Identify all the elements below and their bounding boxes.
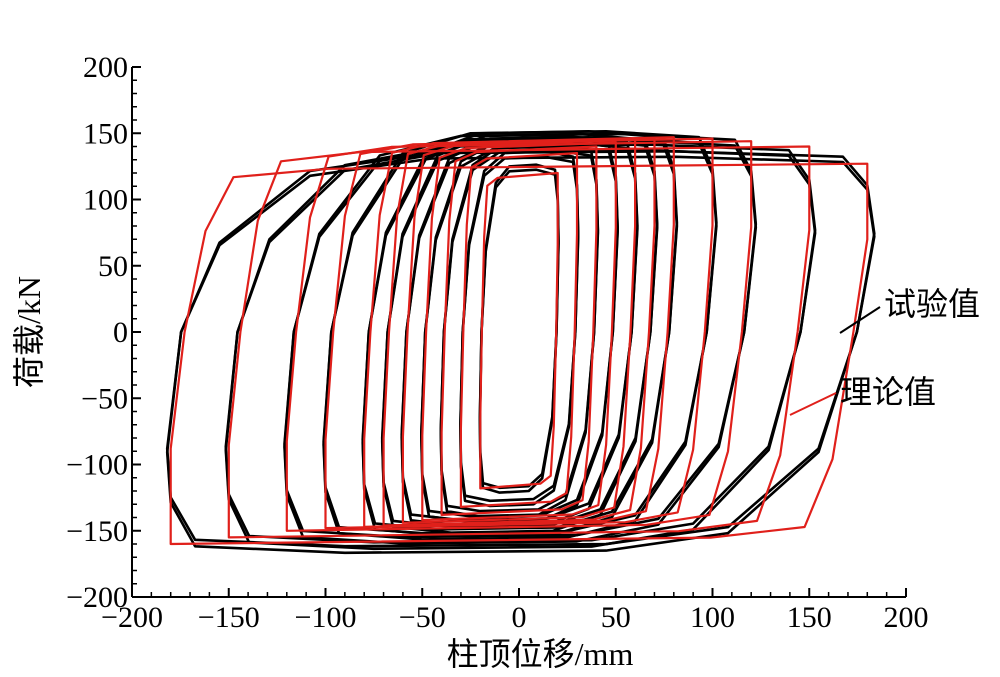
legend-leader-test bbox=[839, 306, 881, 334]
theory-loop bbox=[401, 138, 637, 524]
y-tick-label: −200 bbox=[66, 581, 128, 614]
y-tick-label: 200 bbox=[83, 51, 128, 84]
theory-loop bbox=[479, 171, 559, 490]
y-tick-label: 0 bbox=[113, 316, 128, 349]
x-tick-label: −150 bbox=[198, 601, 260, 634]
x-tick-label: 200 bbox=[884, 601, 929, 634]
y-tick-label: −50 bbox=[81, 382, 128, 415]
x-axis-title: 柱顶位移/mm bbox=[447, 636, 634, 672]
legend-leader-theory bbox=[789, 392, 837, 416]
x-tick-label: 0 bbox=[512, 601, 527, 634]
x-tick-label: −100 bbox=[295, 601, 357, 634]
y-tick-label: 150 bbox=[83, 117, 128, 150]
legend: 试验值 理论值 bbox=[789, 286, 980, 416]
theory-loop bbox=[227, 145, 811, 539]
test-loop bbox=[478, 168, 560, 490]
y-tick-label: 100 bbox=[83, 184, 128, 217]
x-tick-label: 100 bbox=[690, 601, 735, 634]
series-theory bbox=[169, 136, 869, 546]
x-tick-label: 50 bbox=[601, 601, 631, 634]
legend-label-theory: 理论值 bbox=[840, 374, 936, 410]
x-tick-label: −50 bbox=[399, 601, 446, 634]
theory-loop bbox=[169, 162, 869, 546]
x-tick-label: −200 bbox=[101, 601, 163, 634]
x-tick-label: 150 bbox=[787, 601, 832, 634]
test-loop bbox=[283, 138, 758, 539]
theory-loop bbox=[459, 152, 579, 508]
theory-loop bbox=[440, 145, 598, 516]
legend-label-test: 试验值 bbox=[884, 286, 980, 322]
y-axis-title: 荷载/kN bbox=[11, 276, 47, 388]
y-tick-label: −150 bbox=[66, 515, 128, 548]
y-tick-label: 50 bbox=[98, 250, 128, 283]
theory-loop bbox=[324, 137, 714, 530]
plot-curves bbox=[165, 130, 876, 555]
y-tick-label: −100 bbox=[66, 449, 128, 482]
axes: −200 −150 −100 −50 0 50 100 150 200 −200 −150 −100… bbox=[66, 51, 928, 634]
test-loop bbox=[459, 155, 580, 503]
test-loop bbox=[224, 149, 817, 544]
y-ticks: −200 −150 −100 −50 0 50 100 150 200 bbox=[66, 51, 141, 614]
theory-loop bbox=[363, 136, 675, 528]
test-loop bbox=[400, 141, 639, 522]
theory-loop bbox=[285, 140, 753, 532]
x-ticks: −200 −150 −100 −50 0 50 100 150 200 bbox=[101, 588, 929, 634]
